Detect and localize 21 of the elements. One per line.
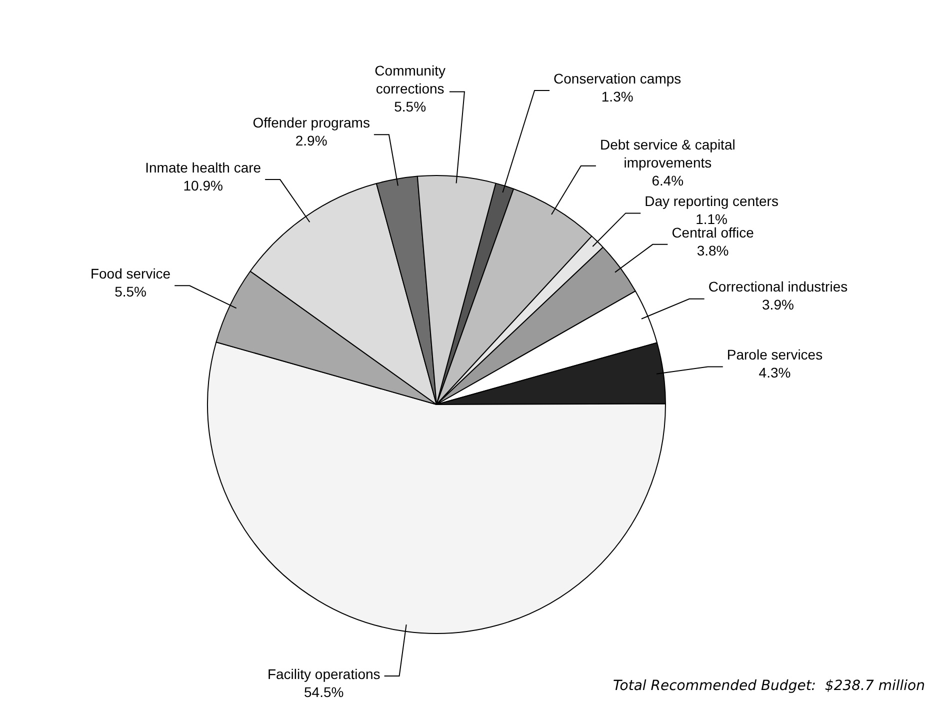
- slice-label: Correctional industries: [708, 278, 848, 295]
- slice-label: Parole services: [726, 346, 823, 363]
- slice-label: Food service: [90, 266, 171, 282]
- data-label: 3.9%: [762, 296, 794, 313]
- slice-label: Conservation camps: [554, 70, 682, 86]
- data-label: 54.5%: [304, 684, 344, 700]
- data-label: 5.5%: [394, 98, 426, 115]
- data-label: 6.4%: [652, 172, 684, 189]
- data-label: 4.3%: [758, 364, 791, 381]
- text: Total Recommended Budget: $238.7 million: [612, 678, 925, 694]
- data-label: 10.9%: [183, 177, 223, 194]
- data-label: 2.9%: [295, 132, 328, 149]
- data-label: 3.8%: [696, 242, 729, 258]
- data-label: 1.3%: [601, 88, 634, 104]
- slice-label: Community corrections: [374, 62, 446, 97]
- slice-label: Facility operations: [267, 666, 380, 682]
- slice-label: Day reporting centers: [644, 193, 778, 210]
- slice-label: Offender programs: [252, 114, 370, 131]
- slice-label: Debt service & capital improvements: [600, 136, 736, 171]
- slice-label: Inmate health care: [145, 159, 262, 176]
- data-label: 5.5%: [114, 284, 146, 300]
